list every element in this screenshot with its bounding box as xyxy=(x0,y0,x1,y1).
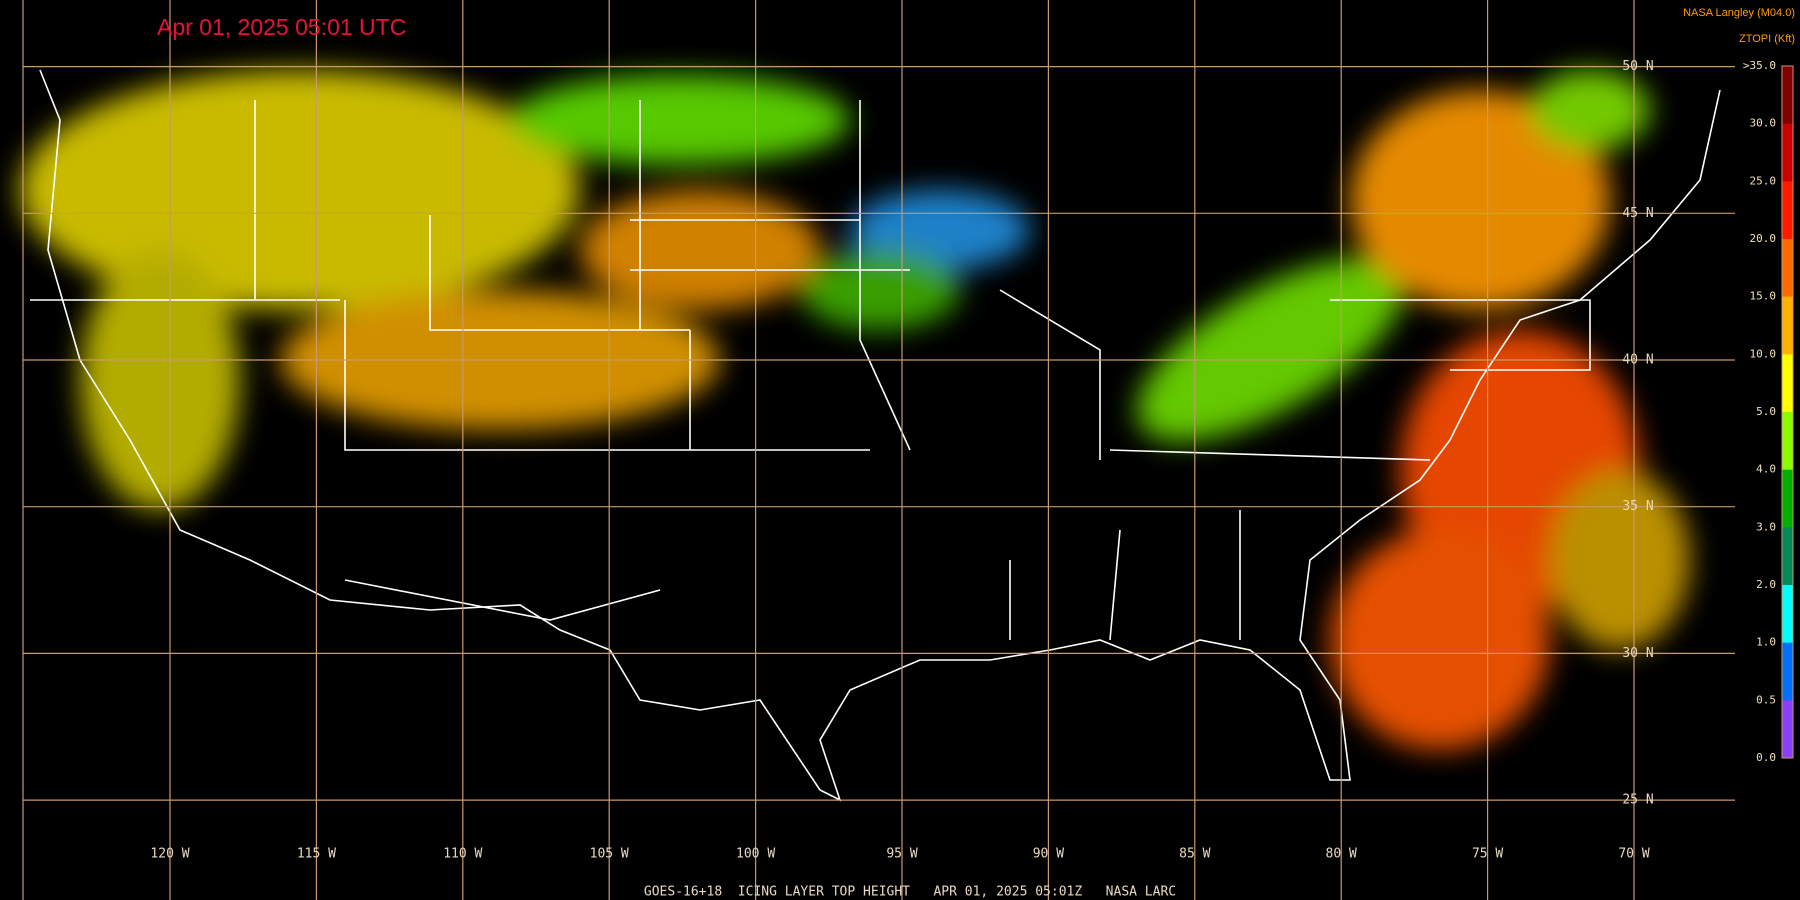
colorbar-segment xyxy=(1782,527,1793,586)
longitude-label: 90 W xyxy=(1033,847,1064,862)
colorbar-segment xyxy=(1782,585,1793,644)
longitude-label: 105 W xyxy=(590,847,629,862)
timestamp-title: Apr 01, 2025 05:01 UTC xyxy=(157,14,406,40)
colorbar-segment xyxy=(1782,181,1793,240)
colorbar-label: 2.0 xyxy=(1756,578,1776,591)
latitude-label: 30 N xyxy=(1622,646,1653,661)
colorbar-frame xyxy=(1781,65,1794,759)
longitude-label: 115 W xyxy=(297,847,336,862)
colorbar-label: 1.0 xyxy=(1756,636,1776,649)
longitude-label: 80 W xyxy=(1326,847,1357,862)
longitude-label: 85 W xyxy=(1179,847,1210,862)
colorbar-segment xyxy=(1782,296,1793,355)
colorbar-segment xyxy=(1782,642,1793,701)
latitude-label: 25 N xyxy=(1622,793,1653,808)
colorbar-label: 3.0 xyxy=(1756,520,1776,533)
longitude-label: 120 W xyxy=(150,847,189,862)
latitude-label: 45 N xyxy=(1622,206,1653,221)
imagery xyxy=(20,70,1690,750)
colorbar-label: 4.0 xyxy=(1756,463,1776,476)
colorbar-label: 25.0 xyxy=(1750,174,1777,187)
colorbar-label: 30.0 xyxy=(1750,117,1777,130)
colorbar-label: >35.0 xyxy=(1743,59,1776,72)
colorbar-label: 20.0 xyxy=(1750,232,1777,245)
colorbar-segment xyxy=(1782,412,1793,471)
colorbar-label: 15.0 xyxy=(1750,290,1777,303)
colorbar-label: 10.0 xyxy=(1750,347,1777,360)
state-borders xyxy=(30,100,1591,641)
colorbar-segment xyxy=(1782,66,1793,125)
coastline xyxy=(39,69,1721,802)
colorbar-segment xyxy=(1782,239,1793,298)
colorbar-label: 0.0 xyxy=(1756,751,1776,764)
longitude-label: 75 W xyxy=(1472,847,1503,862)
colorbar-label: 0.5 xyxy=(1756,693,1776,706)
longitude-label: 100 W xyxy=(736,847,775,862)
latitude-label: 35 N xyxy=(1622,499,1653,514)
longitude-label: 110 W xyxy=(443,847,482,862)
latitude-label: 40 N xyxy=(1622,353,1653,368)
colorbar-segment xyxy=(1782,123,1793,182)
footer-caption: GOES-16+18 ICING LAYER TOP HEIGHT APR 01… xyxy=(644,885,1176,900)
colorbar-segment xyxy=(1782,354,1793,413)
longitude-label: 70 W xyxy=(1618,847,1649,862)
longitude-label: 95 W xyxy=(886,847,917,862)
colorbar-segment xyxy=(1782,700,1793,759)
credit: NASA Langley (M04.0) xyxy=(1683,7,1795,19)
legend-title: ZTOPI (Kft) xyxy=(1739,33,1795,45)
colorbar-label: 5.0 xyxy=(1756,405,1776,418)
colorbar-segment xyxy=(1782,469,1793,528)
latitude-label: 50 N xyxy=(1622,59,1653,74)
